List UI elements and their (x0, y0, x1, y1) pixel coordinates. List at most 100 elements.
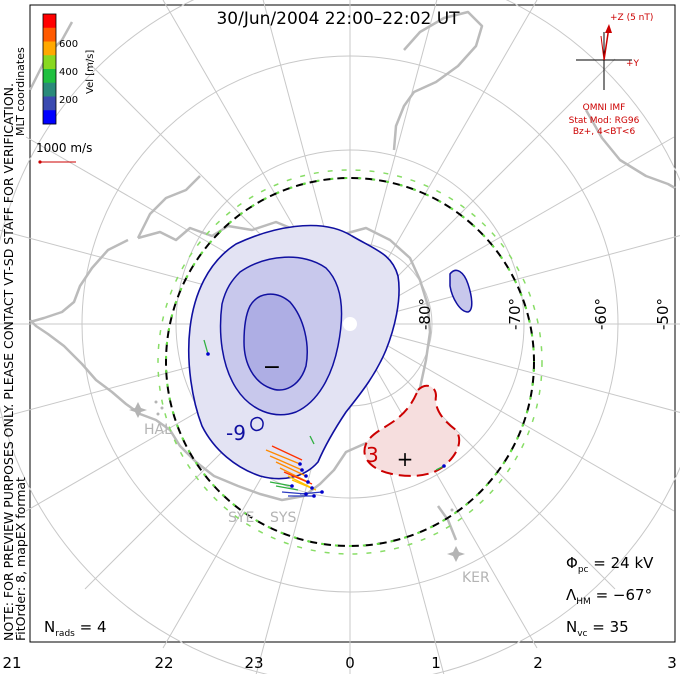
outer-boundary (157, 169, 543, 555)
vector-origin (320, 490, 324, 494)
colorbar-unit: Vel [m/s] (85, 50, 96, 94)
positive-contour-label: 3 (366, 443, 379, 467)
radar-hal-dot (154, 400, 158, 404)
radar-count: Nrads = 4 (44, 618, 107, 639)
imf-z-label: +Z (5 nT) (610, 13, 653, 23)
radar-sites (129, 400, 465, 562)
radar-label-ker: KER (462, 570, 490, 586)
plot-title: 30/Jun/2004 22:00–22:02 UT (216, 9, 460, 29)
colorbar-segment (43, 69, 56, 84)
velocity-vector (269, 481, 293, 487)
africa-coast (392, 10, 484, 151)
imf-model: Stat Mod: RG96 (569, 116, 640, 126)
meridian (349, 323, 675, 512)
colorbar-tick-600: 600 (59, 39, 78, 50)
velocity-vector (299, 491, 323, 495)
colorbar-segment (43, 110, 56, 125)
heppner-maynard-boundary-highlight (165, 177, 535, 547)
vector-origin (312, 494, 316, 498)
imf-y-label: +Y (626, 59, 640, 69)
lambda-symbol: Λ (566, 586, 577, 604)
lambda-subscript: HM (576, 597, 591, 607)
potential-maximum-marker: + (397, 447, 414, 471)
colorbar-segment (43, 14, 56, 29)
colorbar-segment (43, 55, 56, 70)
vector-origins (206, 352, 446, 498)
coordinate-system-label: MLT coordinates (14, 47, 27, 136)
hm-boundary-latitude: ΛHM = −67° (566, 586, 652, 607)
negative-cell-inner (243, 293, 308, 391)
radar-hal-dot (160, 406, 164, 410)
weddell-coast (136, 175, 201, 239)
colorbar-tick-200: 200 (59, 95, 78, 106)
velocity-colorbar (42, 13, 57, 125)
vector-group-blue (281, 491, 323, 497)
phi-subscript: pc (578, 565, 589, 575)
lat-label-50: -50° (654, 298, 672, 330)
radar-dot (450, 508, 454, 512)
colorbar-segment (43, 82, 56, 97)
imf-vector-tick (600, 35, 605, 61)
velocity-vector (203, 339, 209, 355)
vector-origin (304, 474, 308, 478)
mlt-label-23: 23 (244, 654, 263, 672)
imf-vector-arrowhead (605, 24, 612, 33)
mlt-label-0: 0 (345, 654, 355, 672)
velocity-vector (271, 445, 303, 461)
colorbar-border (42, 13, 57, 125)
vector-scale-label: 1000 m/s (36, 141, 92, 155)
velocity-vector (269, 455, 303, 471)
imf-source: OMNI IMF (583, 103, 626, 113)
velocity-vector (309, 435, 315, 445)
imf-dial (576, 24, 632, 90)
vector-origin (298, 462, 302, 466)
vector-origin (442, 464, 446, 468)
positive-cell (363, 384, 461, 477)
colorbar-segment (43, 96, 56, 111)
vector-origin (310, 486, 314, 490)
meridian (349, 323, 616, 590)
mlt-axis: 21 22 23 0 1 2 3 (2, 654, 676, 672)
potential-minimum-marker: − (263, 355, 281, 380)
mlt-label-3: 3 (667, 654, 677, 672)
nvc-symbol: N (566, 618, 577, 636)
cross-polar-cap-potential: Φpc = 24 kV (566, 554, 654, 575)
lat-label-80: -80° (416, 298, 434, 330)
meridian (349, 323, 538, 649)
vector-origin (290, 484, 294, 488)
lat-label-60: -60° (592, 298, 610, 330)
magnetic-pole-marker (343, 317, 357, 331)
mlt-label-22: 22 (154, 654, 173, 672)
radar-ker-icon (447, 546, 465, 562)
vector-origin (206, 352, 210, 356)
velocity-vector (265, 449, 301, 465)
velocity-vector (275, 461, 307, 477)
vector-scale-origin (38, 160, 42, 164)
nrads-value: = 4 (75, 618, 107, 636)
nvc-subscript: vc (577, 629, 587, 639)
mlt-label-2: 2 (533, 654, 543, 672)
vector-count: Nvc = 35 (566, 618, 629, 639)
radar-hal-icon (129, 402, 147, 418)
preview-note: NOTE: FOR PREVIEW PURPOSES ONLY. PLEASE … (1, 83, 16, 641)
colorbar-segment (43, 27, 56, 42)
peninsula-coast (29, 238, 129, 324)
meridian (349, 136, 675, 325)
mlt-label-1: 1 (431, 654, 441, 672)
vector-origin (304, 492, 308, 496)
negative-contour-label: -9 (226, 421, 246, 445)
meridian (349, 323, 680, 413)
negative-contour-small (250, 416, 264, 432)
vector-group-green (203, 339, 445, 491)
nrads-symbol: N (44, 618, 55, 636)
lambda-value: = −67° (591, 586, 652, 604)
radar-label-sys: SYS (270, 510, 296, 526)
colorbar-segment (43, 41, 56, 56)
colorbar-tick-400: 400 (59, 67, 78, 78)
fit-order-note: FitOrder: 8, mapEX format (13, 477, 28, 641)
radar-hal-dot (156, 412, 160, 416)
mlt-label-21: 21 (2, 654, 21, 672)
imf-condition: Bz+, 4<BT<6 (573, 127, 636, 137)
